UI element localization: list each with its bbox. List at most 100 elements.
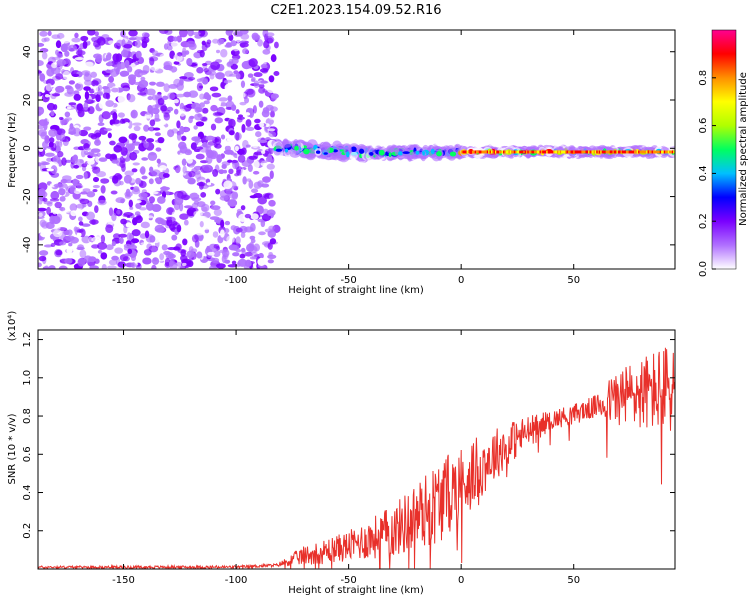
spectrogram-noise-blob: [92, 184, 100, 189]
spectrogram-noise-blob: [105, 62, 113, 67]
spectrogram-y-label: Frequency (Hz): [7, 112, 18, 188]
spectrogram-noise-blob: [82, 188, 91, 193]
spectrogram-noise-blob: [155, 217, 164, 225]
spectrogram-noise-blob: [179, 102, 185, 111]
spectrogram-hot-line: [505, 150, 508, 154]
spectrogram-noise-blob: [148, 126, 156, 132]
spectrogram-noise-blob: [244, 112, 251, 116]
spectrogram-noise-blob: [229, 48, 240, 52]
spectrogram-noise-blob: [236, 36, 241, 43]
spectrogram-noise-blob: [92, 176, 100, 183]
spectrogram-noise-blob: [264, 123, 270, 128]
spectrogram-hot-line: [593, 150, 596, 154]
spectrogram-noise-blob: [88, 133, 96, 138]
spectrogram-hot-line: [571, 150, 574, 154]
spectrogram-hot-line: [503, 150, 506, 154]
spectrogram-noise-blob: [93, 53, 102, 59]
spectrogram-noise-blob: [191, 31, 201, 36]
spectrogram-hot-line: [563, 150, 566, 154]
spectrogram-noise-blob: [128, 37, 137, 41]
spectrogram-faint-blob: [278, 106, 282, 110]
spectrogram-noise-blob: [219, 229, 225, 238]
spectrogram-noise-blob: [157, 136, 165, 144]
snr-x-tick-label: -100: [225, 575, 248, 586]
spectrogram-noise-blob: [64, 111, 71, 118]
spectrogram-noise-blob: [53, 183, 64, 188]
spectrogram-hot-line: [527, 150, 530, 154]
spectrogram-hot-line: [557, 150, 560, 154]
spectrogram-noise-blob: [155, 228, 166, 232]
spectrogram-noise-blob: [74, 56, 84, 61]
spectrogram-noise-blob: [218, 38, 225, 45]
spectrogram-noise-blob: [215, 72, 225, 80]
spectrogram-noise-blob: [215, 179, 224, 188]
spectrogram-noise-blob: [120, 49, 129, 58]
spectrogram-noise-blob: [79, 198, 90, 205]
spectrogram-hot-line: [670, 150, 673, 154]
spectrogram-noise-blob: [94, 31, 99, 37]
spectrogram-band-core: [303, 148, 310, 155]
spectrogram-noise-blob: [213, 244, 220, 249]
spectrogram-noise-blob: [79, 159, 84, 164]
spectrogram-y-tick-label: -40: [22, 237, 33, 253]
spectrogram-noise-blob: [254, 118, 261, 124]
spectrogram-noise-blob: [246, 96, 256, 105]
spectrogram-noise-blob: [155, 147, 162, 152]
spectrogram-noise-blob: [223, 80, 228, 84]
spectrogram-hot-line: [629, 150, 632, 154]
spectrogram-faint-blob: [424, 86, 428, 90]
spectrogram-noise-blob: [159, 53, 170, 60]
spectrogram-noise-blob: [97, 84, 103, 92]
spectrogram-noise-blob: [83, 102, 89, 111]
spectrogram-noise-blob: [100, 66, 108, 71]
spectrogram-hot-line: [648, 150, 651, 154]
spectrogram-noise-blob: [249, 222, 256, 232]
spectrogram-faint-blob: [366, 67, 370, 71]
spectrogram-noise-blob: [66, 229, 73, 236]
spectrogram-band-core: [294, 145, 299, 151]
spectrogram-noise-blob: [140, 76, 146, 81]
spectrogram-noise-blob: [195, 121, 205, 127]
spectrogram-noise-blob: [51, 93, 61, 97]
spectrogram-noise-blob: [134, 40, 142, 48]
spectrogram-noise-blob: [44, 152, 55, 157]
spectrogram-noise-blob: [97, 249, 103, 254]
spectrogram-noise-blob: [76, 229, 84, 233]
spectrogram-hot-line: [524, 150, 527, 154]
spectrogram-noise-blob: [252, 170, 260, 175]
spectrogram-noise-blob: [168, 147, 175, 157]
spectrogram-faint-blob: [363, 72, 367, 76]
spectrogram-hot-line: [665, 150, 668, 154]
snr-y-tick-label: 0.4: [22, 485, 33, 501]
spectrogram-noise-blob: [205, 145, 212, 153]
spectrogram-hot-line: [573, 150, 576, 154]
spectrogram-hot-line: [466, 150, 469, 154]
spectrogram-noise-blob: [186, 209, 194, 217]
spectrogram-noise-blob: [159, 165, 167, 171]
spectrogram-noise-blob: [96, 170, 107, 178]
spectrogram-noise-blob: [111, 212, 117, 222]
spectrogram-hot-line: [519, 150, 522, 154]
spectrogram-noise-blob: [108, 76, 115, 83]
spectrogram-noise-blob: [257, 257, 266, 267]
spectrogram-noise-blob: [42, 197, 48, 202]
spectrogram-noise-blob: [186, 40, 196, 48]
spectrogram-noise-blob: [266, 85, 277, 94]
spectrogram-hot-line: [590, 150, 593, 154]
spectrogram-noise-blob: [218, 97, 228, 102]
spectrogram-hot-line: [467, 150, 470, 154]
spectrogram-hot-line: [493, 150, 496, 154]
spectrogram-noise-blob: [274, 41, 279, 49]
spectrogram-noise-blob: [70, 220, 79, 224]
spectrogram-noise-blob: [38, 124, 45, 130]
spectrogram-faint-blob: [329, 131, 333, 135]
spectrogram-noise-blob: [151, 50, 159, 57]
spectrogram-noise-blob: [176, 120, 181, 129]
spectrogram-noise-blob: [179, 145, 188, 154]
spectrogram-noise-blob: [58, 188, 66, 196]
spectrogram-noise-blob: [107, 220, 115, 225]
spectrogram-noise-blob: [82, 40, 88, 49]
spectrogram-noise-blob: [212, 169, 219, 177]
spectrogram-hot-line: [504, 150, 507, 154]
spectrogram-noise-blob: [242, 176, 247, 185]
